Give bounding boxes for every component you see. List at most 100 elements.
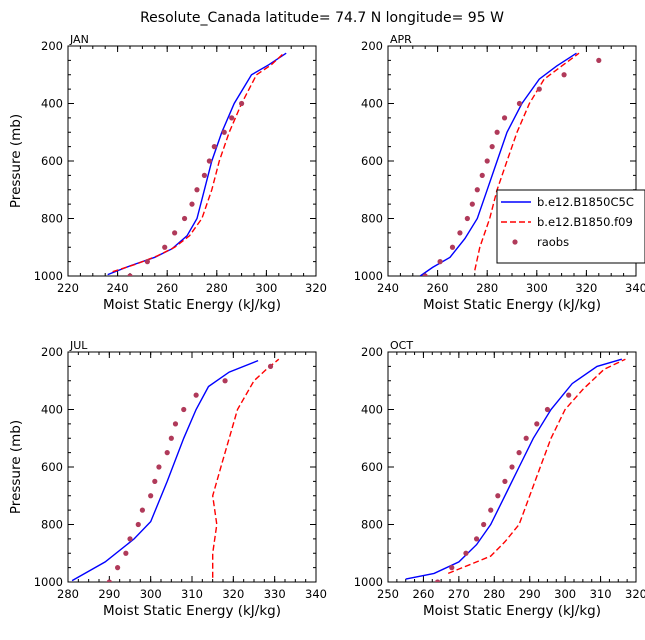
y-tick-label: 1000	[34, 269, 63, 283]
x-tick-label: 240	[377, 281, 399, 295]
series-line-solid	[107, 52, 287, 276]
plot-frame	[67, 45, 317, 277]
legend-label: b.e12.B1850.f09	[537, 215, 633, 229]
obs-point	[481, 521, 487, 528]
series-group	[107, 52, 287, 276]
plot-frame	[67, 351, 317, 583]
x-tick-label: 300	[255, 281, 277, 295]
obs-point	[123, 550, 129, 556]
obs-point	[156, 464, 162, 470]
obs-point	[437, 259, 443, 265]
panel-jan: JAN 220 240 260 280 300 320 200 400 600 800 1000 Moi…	[8, 33, 327, 313]
panel-label: OCT	[390, 339, 413, 352]
x-axis-label: Moist Static Energy (kJ/kg)	[423, 603, 601, 619]
panel-jul: JUL 280 290 300 310 320 330 340 200 400 600 800 1000…	[8, 339, 327, 619]
obs-point	[523, 435, 529, 441]
x-tick-label: 260	[412, 587, 434, 601]
x-tick-label: 300	[526, 281, 548, 295]
x-tick-label: 280	[476, 281, 498, 295]
x-tick-label: 340	[305, 587, 327, 601]
x-tick-label: 310	[181, 587, 203, 601]
series-group	[419, 52, 602, 276]
obs-point	[449, 244, 456, 250]
obs-point	[596, 57, 602, 63]
x-tick-label: 320	[305, 281, 327, 295]
obs-point	[201, 172, 207, 178]
legend-label: raobs	[537, 235, 569, 249]
obs-point	[488, 507, 494, 513]
obs-point	[162, 244, 168, 250]
obs-point	[469, 201, 475, 207]
obs-point	[489, 144, 495, 150]
y-axis-label: Pressure (mb)	[8, 114, 24, 208]
obs-point	[222, 378, 228, 384]
obs-point	[561, 72, 567, 78]
x-tick-label: 280	[57, 587, 79, 601]
obs-point	[267, 363, 274, 369]
y-tick-label: 200	[361, 345, 383, 359]
x-axis-label: Moist Static Energy (kJ/kg)	[423, 297, 601, 313]
x-tick-label: 320	[222, 587, 244, 601]
y-tick-label: 800	[41, 212, 63, 226]
legend: b.e12.B1850C5C b.e12.B1850.f09 raobs	[496, 189, 645, 264]
obs-point	[501, 115, 508, 121]
series-group	[405, 358, 626, 582]
obs-point	[181, 406, 187, 413]
y-tick-label: 800	[361, 212, 383, 226]
obs-point	[544, 406, 551, 413]
x-tick-label: 310	[590, 587, 612, 601]
x-tick-label: 320	[575, 281, 597, 295]
panel-oct: OCT 250 260 270 280 290 300 310 320 200 400 600 800 1…	[354, 339, 645, 619]
obs-point	[139, 507, 145, 513]
y-tick-label: 600	[41, 460, 63, 474]
obs-point	[181, 215, 188, 222]
obs-point	[127, 536, 133, 542]
obs-point	[502, 478, 508, 484]
series-line-dashed	[474, 52, 580, 271]
series-line-dashed	[112, 52, 285, 273]
obs-point	[474, 187, 480, 193]
x-tick-label: 280	[483, 587, 505, 601]
obs-point	[152, 478, 158, 484]
y-tick-label: 600	[361, 460, 383, 474]
obs-point	[148, 493, 154, 499]
y-tick-label: 800	[41, 518, 63, 532]
obs-point	[457, 230, 463, 236]
y-tick-label: 400	[361, 403, 383, 417]
obs-point	[194, 187, 200, 193]
panel-label: JUL	[69, 339, 88, 352]
x-tick-label: 300	[140, 587, 162, 601]
series-line-solid	[71, 359, 259, 582]
y-tick-label: 600	[41, 154, 63, 168]
x-tick-label: 240	[107, 281, 129, 295]
obs-point	[144, 259, 150, 265]
x-axis-label: Moist Static Energy (kJ/kg)	[103, 297, 281, 313]
obs-point	[106, 579, 112, 582]
x-tick-label: 300	[554, 587, 576, 601]
x-tick-label: 220	[57, 281, 79, 295]
obs-point	[516, 450, 522, 456]
panel-label: JAN	[69, 33, 89, 46]
obs-point	[534, 421, 540, 427]
y-axis-label: Pressure (mb)	[8, 420, 24, 514]
obs-point	[536, 86, 542, 92]
series-group	[71, 358, 280, 582]
x-tick-label: 270	[448, 587, 470, 601]
obs-point	[479, 172, 485, 178]
y-tick-label: 800	[361, 518, 383, 532]
obs-point	[135, 521, 141, 528]
obs-point	[164, 450, 170, 456]
obs-point	[127, 273, 133, 276]
legend-label: b.e12.B1850C5C	[537, 195, 634, 209]
y-tick-label: 400	[361, 97, 383, 111]
obs-point	[172, 230, 178, 236]
y-tick-label: 200	[41, 39, 63, 53]
series-line-solid	[405, 358, 622, 580]
y-tick-label: 400	[41, 97, 63, 111]
obs-point	[193, 392, 199, 398]
obs-point	[484, 158, 490, 164]
obs-point	[221, 129, 227, 135]
panel-apr: APR 240 260 280 300 320 340 200 400 600 800 1000 Moi…	[354, 33, 645, 313]
y-tick-label: 1000	[354, 269, 383, 283]
